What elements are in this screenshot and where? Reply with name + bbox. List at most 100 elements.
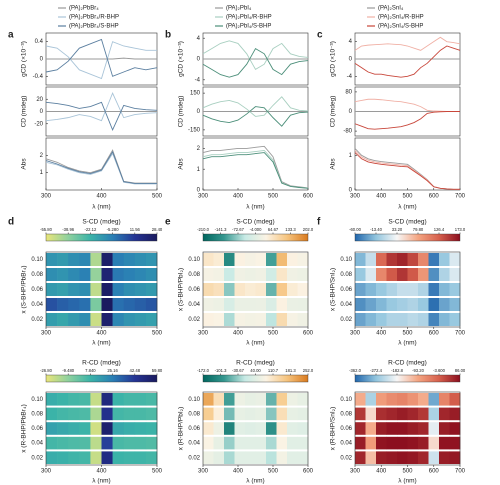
series-line bbox=[354, 152, 460, 190]
y-tick-label: 0.02 bbox=[31, 455, 43, 461]
y-tick-label: 0.04 bbox=[188, 441, 200, 447]
y-tick-label: 0.04 bbox=[31, 302, 43, 308]
x-axis-label: λ (nm) bbox=[246, 204, 264, 211]
heat-cell bbox=[123, 436, 136, 450]
heat-cell bbox=[365, 283, 377, 296]
heat-cell bbox=[112, 313, 124, 326]
heat-cell bbox=[428, 313, 440, 326]
panel-label: a bbox=[8, 30, 14, 41]
heat-cell bbox=[276, 393, 288, 406]
colorbar-tick-label: 202.0 bbox=[303, 227, 314, 232]
heat-cell bbox=[245, 407, 256, 421]
x-tick-label: 500 bbox=[402, 331, 413, 337]
legend-label: (PA)₂PbBr₄/S-BHP bbox=[69, 24, 119, 30]
y-tick-label: 0.06 bbox=[31, 426, 43, 432]
heat-cell bbox=[365, 436, 377, 450]
x-tick-label: 700 bbox=[455, 331, 466, 337]
heat-cell bbox=[234, 268, 246, 281]
y-tick-label: 0 bbox=[349, 57, 353, 63]
heat-cell bbox=[418, 253, 429, 266]
x-tick-label: 400 bbox=[376, 194, 387, 200]
y-tick-label: 1 bbox=[40, 170, 44, 176]
y-axis-label: Abs bbox=[178, 158, 185, 170]
x-tick-label: 400 bbox=[96, 469, 107, 475]
heat-cell bbox=[407, 407, 419, 421]
series-line bbox=[202, 47, 309, 78]
y-axis-label: CD (mdeg) bbox=[178, 96, 185, 128]
heat-cell bbox=[407, 393, 419, 406]
heat-cell bbox=[407, 313, 419, 326]
heat-cell bbox=[355, 407, 366, 421]
y-tick-label: 1 bbox=[349, 153, 353, 159]
heat-cell bbox=[449, 268, 461, 281]
heat-cell bbox=[397, 253, 408, 266]
heat-cell bbox=[79, 451, 91, 464]
colorbar-tick-label: 7.840 bbox=[85, 368, 96, 373]
heat-cell bbox=[365, 253, 377, 266]
heat-cell bbox=[224, 436, 235, 450]
heat-cell bbox=[112, 393, 124, 406]
colorbar bbox=[45, 374, 158, 383]
x-tick-label: 300 bbox=[41, 194, 52, 200]
heat-cell bbox=[255, 283, 267, 296]
y-tick-label: 0.08 bbox=[340, 272, 352, 278]
colorbar-tick-label: -182.8 bbox=[391, 368, 404, 373]
heat-cell bbox=[234, 422, 246, 435]
colorbar-tick-label: -5.280 bbox=[107, 227, 120, 232]
colorbar-tick-label: -22.12 bbox=[84, 227, 97, 232]
heat-cell bbox=[439, 268, 450, 281]
colorbar-title: S-CD (mdeg) bbox=[236, 219, 274, 226]
heat-cell bbox=[407, 268, 419, 281]
x-tick-label: 400 bbox=[233, 469, 244, 475]
heat-cell bbox=[376, 313, 387, 326]
heat-cell bbox=[439, 436, 450, 450]
y-tick-label: -0.4 bbox=[33, 74, 44, 80]
heat-cell bbox=[134, 313, 147, 326]
y-tick-label: 0 bbox=[349, 188, 353, 194]
x-axis-label: λ (nm) bbox=[92, 478, 110, 485]
heat-cell bbox=[134, 253, 147, 266]
heat-cell bbox=[449, 253, 461, 266]
heat-cell bbox=[79, 436, 91, 450]
x-axis-label: λ (nm) bbox=[246, 340, 264, 347]
heat-cell bbox=[449, 313, 461, 326]
heat-cell bbox=[46, 407, 58, 421]
heat-cell bbox=[112, 436, 124, 450]
heat-cell bbox=[355, 268, 366, 281]
y-tick-label: 0.04 bbox=[31, 441, 43, 447]
legend-label: (PA)₂SnI₄/R-BHP bbox=[378, 15, 424, 21]
x-tick-label: 700 bbox=[455, 469, 466, 475]
y-tick-label: 2 bbox=[40, 153, 44, 159]
colorbar-title: R-CD (mdeg) bbox=[82, 360, 121, 367]
series-line bbox=[202, 106, 309, 127]
heat-cell bbox=[68, 283, 80, 296]
heat-cell bbox=[213, 313, 225, 326]
heat-cell bbox=[376, 298, 387, 311]
heat-cell bbox=[145, 268, 158, 281]
x-tick-label: 500 bbox=[402, 194, 413, 200]
colorbar-tick-label: 252.0 bbox=[303, 368, 314, 373]
heat-cell bbox=[365, 298, 377, 311]
heat-cell bbox=[386, 313, 398, 326]
heat-cell bbox=[112, 253, 124, 266]
colorbar-tick-label: 28.40 bbox=[152, 227, 163, 232]
heat-cell bbox=[355, 313, 366, 326]
heat-cell bbox=[112, 268, 124, 281]
y-tick-label: 0 bbox=[197, 57, 201, 63]
heat-cell bbox=[224, 298, 235, 311]
y-axis-label: x (S-BHP/PbI₂) bbox=[178, 268, 185, 311]
heat-cell bbox=[57, 313, 69, 326]
heat-cell bbox=[439, 393, 450, 406]
heat-cell bbox=[428, 268, 440, 281]
colorbar-tick-label: -141.3 bbox=[215, 227, 228, 232]
heat-cell bbox=[376, 268, 387, 281]
heat-cell bbox=[46, 283, 58, 296]
x-tick-label: 300 bbox=[198, 194, 209, 200]
heat-cell bbox=[276, 283, 288, 296]
y-tick-label: 0.06 bbox=[188, 426, 200, 432]
y-axis-label: CD (mdeg) bbox=[330, 96, 337, 128]
heat-cell bbox=[134, 268, 147, 281]
heat-cell bbox=[245, 436, 256, 450]
heat-cell bbox=[297, 393, 309, 406]
